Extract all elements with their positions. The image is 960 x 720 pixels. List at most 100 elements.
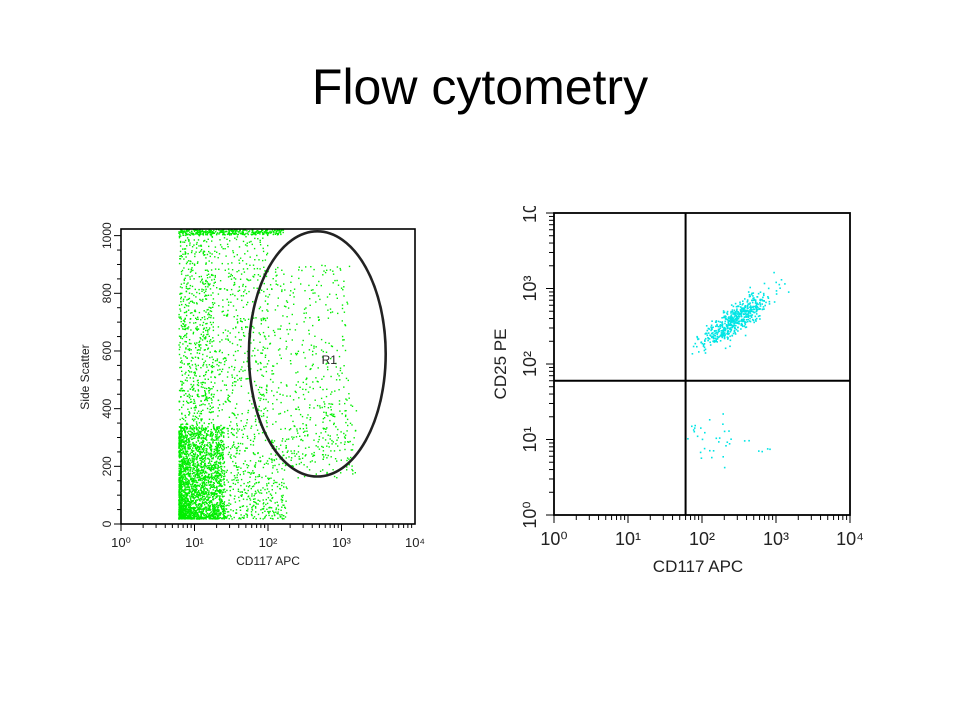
scatter-point — [344, 349, 347, 352]
scatter-point — [181, 510, 184, 513]
scatter-point — [187, 512, 189, 515]
scatter-point — [190, 360, 193, 362]
scatter-point — [179, 465, 182, 468]
scatter-point — [196, 349, 199, 351]
scatter-point — [204, 254, 206, 256]
scatter-point — [308, 284, 310, 287]
scatter-point — [212, 425, 215, 427]
scatter-point — [267, 310, 269, 312]
scatter-point — [346, 430, 348, 432]
scatter-point — [255, 361, 258, 363]
scatter-point — [242, 295, 245, 297]
x-tick-label: 10⁴ — [405, 535, 425, 550]
scatter-point — [186, 435, 188, 437]
gate-r1-ellipse[interactable] — [247, 229, 387, 478]
scatter-point — [201, 513, 203, 515]
scatter-point — [326, 457, 328, 459]
y-tick-label: 800 — [100, 283, 114, 303]
scatter-point — [212, 498, 215, 500]
scatter-point — [193, 491, 196, 493]
scatter-point — [218, 469, 220, 472]
scatter-point — [225, 384, 227, 386]
scatter-point — [266, 363, 269, 365]
scatter-point — [275, 448, 277, 450]
scatter-point — [180, 497, 183, 499]
scatter-point — [264, 318, 266, 320]
scatter-point — [192, 384, 195, 386]
scatter-point — [200, 279, 203, 281]
scatter-point — [322, 454, 324, 456]
scatter-point — [184, 440, 186, 442]
scatter-point — [204, 485, 206, 487]
scatter-point — [226, 298, 228, 301]
scatter-point — [220, 429, 223, 431]
scatter-point — [263, 395, 265, 397]
scatter-point — [184, 231, 186, 234]
scatter-point — [284, 440, 287, 442]
scatter-point — [236, 229, 238, 231]
scatter-point — [257, 274, 260, 276]
scatter-point — [313, 407, 315, 409]
scatter-point — [187, 274, 189, 277]
scatter-point — [190, 475, 192, 477]
scatter-point — [249, 499, 252, 501]
scatter-point — [192, 517, 194, 519]
scatter-point — [214, 491, 217, 493]
scatter-point — [299, 427, 301, 430]
scatter-point — [210, 294, 212, 296]
scatter-point — [206, 329, 209, 331]
scatter-point — [201, 501, 204, 503]
scatter-point — [195, 232, 197, 234]
scatter-point — [275, 508, 277, 511]
scatter-point — [310, 289, 313, 291]
scatter-point — [188, 506, 190, 509]
scatter-point — [221, 454, 224, 457]
scatter-point — [233, 277, 235, 279]
scatter-point — [205, 311, 207, 313]
scatter-point — [196, 329, 198, 331]
scatter-point — [182, 451, 184, 453]
scatter-point — [216, 433, 219, 435]
scatter-point — [207, 494, 209, 496]
scatter-point — [184, 239, 187, 242]
scatter-point — [211, 388, 213, 390]
scatter-point — [289, 395, 291, 397]
scatter-point — [198, 492, 201, 494]
scatter-point — [199, 432, 201, 434]
scatter-point — [337, 445, 339, 447]
scatter-point — [309, 386, 311, 388]
scatter-point — [196, 477, 198, 479]
scatter-point — [215, 431, 217, 434]
scatter-point — [266, 422, 268, 424]
scatter-point — [187, 408, 189, 410]
scatter-point — [348, 393, 350, 395]
scatter-point — [179, 452, 181, 454]
scatter-point — [178, 495, 180, 497]
scatter-point — [214, 513, 216, 515]
scatter-point — [343, 286, 345, 288]
scatter-point — [182, 234, 184, 236]
scatter-point — [186, 486, 188, 488]
scatter-point — [257, 232, 259, 234]
scatter-point — [203, 457, 206, 459]
scatter-point — [264, 300, 267, 302]
scatter-point — [312, 324, 314, 327]
scatter-point — [300, 461, 302, 464]
scatter-point — [250, 425, 253, 427]
scatter-point — [186, 456, 188, 459]
scatter-point — [234, 229, 236, 231]
scatter-point — [207, 473, 210, 476]
scatter-point — [178, 353, 181, 356]
scatter-point — [204, 387, 206, 389]
scatter-point — [190, 518, 192, 520]
scatter-point — [305, 378, 307, 381]
scatter-point — [217, 495, 219, 497]
scatter-point — [220, 434, 222, 436]
scatter-point — [203, 231, 206, 233]
scatter-point — [213, 514, 215, 516]
scatter-point — [295, 453, 298, 455]
scatter-point — [253, 433, 256, 436]
scatter-point — [193, 512, 195, 514]
scatter-point — [286, 451, 288, 453]
scatter-point — [260, 410, 262, 412]
